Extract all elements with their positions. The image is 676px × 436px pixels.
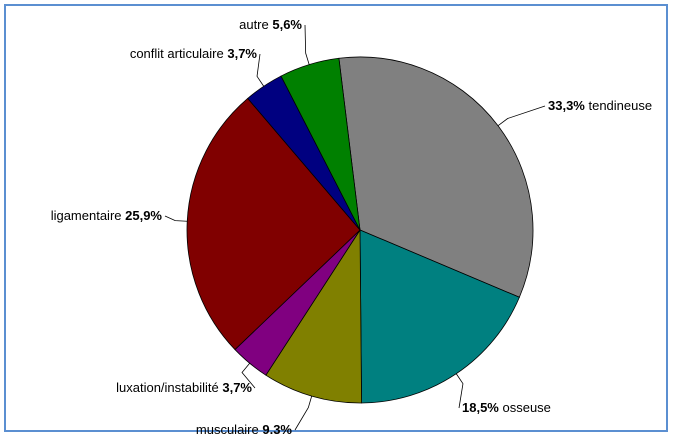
slice-label: 33,3% tendineuse <box>548 98 652 113</box>
leader-line <box>256 53 265 87</box>
slice-labels: 33,3% tendineuse 18,5% osseuse musculaire … <box>51 17 652 434</box>
leader-line <box>241 363 256 389</box>
pie-slice-osseuse <box>359 229 520 404</box>
leader-line <box>304 24 310 65</box>
leader-line <box>455 373 464 409</box>
slice-label: autre 5,6% <box>239 17 302 32</box>
leader-line <box>164 215 188 222</box>
slice-label: 18,5% osseuse <box>462 400 551 415</box>
leader-line <box>294 396 313 431</box>
chart-frame: 33,3% tendineuse 18,5% osseuse musculaire … <box>4 4 668 434</box>
slice-label: musculaire 9,3% <box>196 422 293 434</box>
pie-chart: 33,3% tendineuse 18,5% osseuse musculaire … <box>51 17 652 434</box>
leader-lines <box>164 24 546 431</box>
pie-slices <box>186 56 534 404</box>
pie-slice-autre <box>280 57 361 231</box>
slice-label: ligamentaire 25,9% <box>51 208 163 223</box>
slice-label: luxation/instabilité 3,7% <box>116 380 252 395</box>
slice-label: conflit articulaire 3,7% <box>130 46 258 61</box>
leader-line <box>497 105 546 127</box>
